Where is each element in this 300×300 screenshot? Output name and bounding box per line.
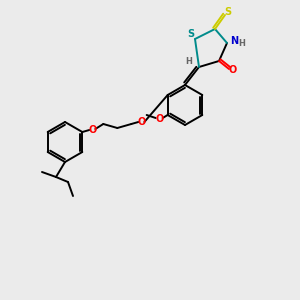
Text: O: O bbox=[156, 114, 164, 124]
Text: O: O bbox=[229, 65, 237, 75]
Text: H: H bbox=[186, 58, 192, 67]
Text: O: O bbox=[88, 125, 96, 135]
Text: S: S bbox=[224, 7, 232, 17]
Text: O: O bbox=[137, 117, 146, 127]
Text: H: H bbox=[238, 38, 245, 47]
Text: S: S bbox=[188, 29, 195, 39]
Text: N: N bbox=[230, 36, 238, 46]
